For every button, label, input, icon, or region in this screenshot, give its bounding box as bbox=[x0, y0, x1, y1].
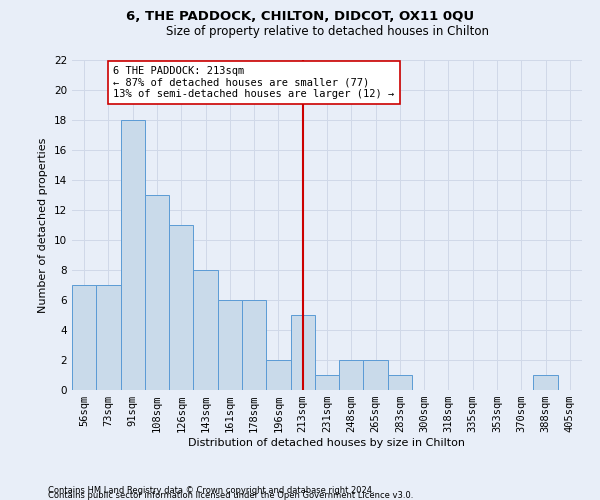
Bar bbox=[193, 270, 218, 390]
Bar bbox=[169, 225, 193, 390]
Text: Contains HM Land Registry data © Crown copyright and database right 2024.: Contains HM Land Registry data © Crown c… bbox=[48, 486, 374, 495]
Bar bbox=[315, 375, 339, 390]
Bar bbox=[218, 300, 242, 390]
Bar bbox=[339, 360, 364, 390]
Text: 6, THE PADDOCK, CHILTON, DIDCOT, OX11 0QU: 6, THE PADDOCK, CHILTON, DIDCOT, OX11 0Q… bbox=[126, 10, 474, 23]
Bar bbox=[145, 195, 169, 390]
Bar bbox=[388, 375, 412, 390]
Y-axis label: Number of detached properties: Number of detached properties bbox=[38, 138, 49, 312]
Bar bbox=[266, 360, 290, 390]
Bar bbox=[121, 120, 145, 390]
Text: 6 THE PADDOCK: 213sqm
← 87% of detached houses are smaller (77)
13% of semi-deta: 6 THE PADDOCK: 213sqm ← 87% of detached … bbox=[113, 66, 395, 99]
Text: Contains public sector information licensed under the Open Government Licence v3: Contains public sector information licen… bbox=[48, 491, 413, 500]
X-axis label: Distribution of detached houses by size in Chilton: Distribution of detached houses by size … bbox=[188, 438, 466, 448]
Bar bbox=[242, 300, 266, 390]
Bar bbox=[290, 315, 315, 390]
Bar bbox=[96, 285, 121, 390]
Bar bbox=[72, 285, 96, 390]
Title: Size of property relative to detached houses in Chilton: Size of property relative to detached ho… bbox=[166, 25, 488, 38]
Bar bbox=[364, 360, 388, 390]
Bar bbox=[533, 375, 558, 390]
